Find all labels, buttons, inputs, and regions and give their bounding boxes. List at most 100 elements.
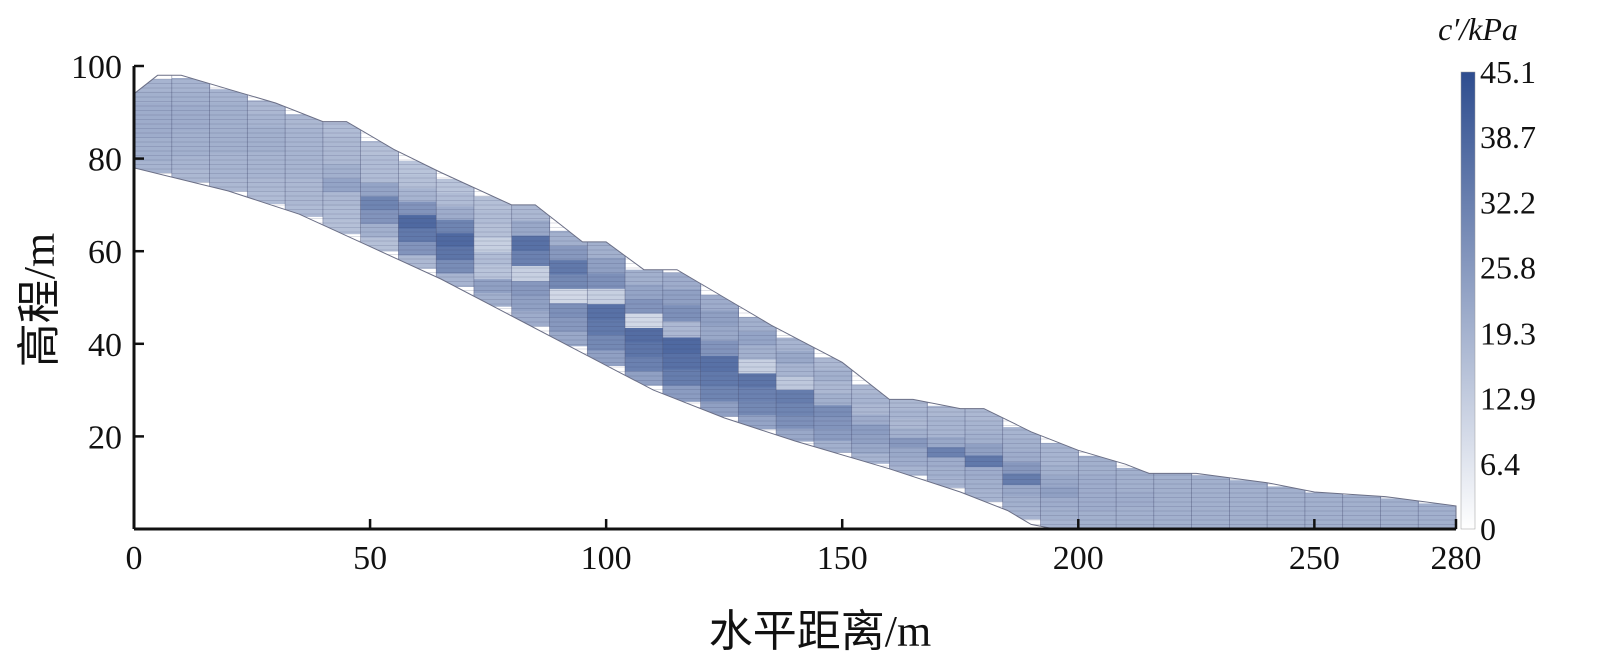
heatmap-cell [1418,513,1456,517]
heatmap-cell [171,104,211,118]
x-tick-label: 0 [126,540,143,577]
heatmap-cell [1191,482,1230,490]
heatmap-cell [285,190,324,205]
heatmap-cell [889,437,928,448]
heatmap-cell [700,370,739,387]
y-tick-label: 100 [71,49,122,86]
heatmap-cell [1002,438,1042,451]
heatmap-cell [322,121,362,137]
heatmap-cell [587,319,626,336]
heatmap-cell [247,126,286,140]
heatmap-cell [1304,510,1344,516]
heatmap-cell [171,155,211,170]
heatmap-cell [247,138,286,153]
heatmap-cell [209,152,248,167]
heatmap-cell [965,408,1004,421]
heatmap-cell [511,250,551,266]
heatmap-cell [134,160,173,174]
heatmap-cell [1342,516,1382,522]
heatmap-cell [1153,473,1193,481]
colorbar-ticks: 0 6.4 12.9 19.3 25.8 32.2 38.7 45.1 [1480,54,1536,547]
heatmap-cell [587,334,626,351]
heatmap-cell [1342,507,1382,513]
heatmap-cell [1002,495,1042,508]
heatmap-cell [171,129,211,144]
heatmap-cell [247,151,286,166]
heatmap-cell [776,376,815,390]
heatmap-cell [549,273,588,289]
heatmap-cell [776,415,815,429]
heatmap-cell [1116,467,1155,477]
heatmap-cell [436,179,475,193]
heatmap-cell [1267,502,1306,509]
heatmap-cell [700,400,739,417]
heatmap-cell [738,316,777,332]
heatmap-cell [1267,491,1306,498]
heatmap-cell [1380,506,1419,511]
heatmap-cell [1191,502,1230,510]
heatmap-cell [927,416,966,427]
heatmap-cell [209,165,248,179]
heatmap-cell [1304,515,1344,521]
heatmap-cell [1116,498,1155,507]
heatmap-cell [360,141,399,156]
heatmap-cell [813,369,853,382]
heatmap-cell [1153,501,1193,509]
colorbar-tick-label: 38.7 [1480,119,1536,155]
heatmap-cell [1116,521,1155,530]
heatmap-cell [398,187,437,202]
heatmap-cell [1116,506,1155,515]
colorbar-tick-label: 0 [1480,511,1496,547]
heatmap-cell [436,192,475,207]
heatmap-cell [1002,473,1042,486]
heatmap-cell [1418,516,1456,520]
heatmap-cell [209,178,248,192]
heatmap-cell [625,298,664,314]
heatmap-cell [398,201,437,216]
heatmap-cell [1418,525,1456,530]
colorbar-tick-label: 19.3 [1480,315,1536,351]
heatmap-cell [965,454,1004,468]
heatmap-cell [1153,508,1193,516]
heatmap-cell [549,316,588,332]
x-tick-label: 250 [1289,540,1340,577]
heatmap-cell [549,259,588,275]
heatmap-cell [738,344,777,360]
heatmap-cell [134,137,173,150]
heatmap-cell [851,443,891,454]
heatmap-cell [360,182,399,197]
heatmap-cell [662,352,702,370]
heatmap-cell [1116,475,1155,484]
heatmap-cell [889,446,928,457]
heatmap-cell [1342,524,1382,530]
heatmap-cell [1229,504,1268,512]
y-axis-title: 高程/m [15,233,64,367]
heatmap-cell [360,195,399,211]
heatmap-cell [398,174,437,189]
heatmap-cell [322,191,362,207]
heatmap-cell [436,259,475,274]
heatmap-cell [473,223,513,238]
heatmap-cell [965,431,1004,444]
heatmap-cell [927,456,966,468]
heatmap-cell [965,443,1004,456]
y-axis-ticks: 20 40 60 80 100 [71,49,144,456]
heatmap-cell [813,428,853,441]
heatmap-cell [549,302,588,318]
y-tick-label: 20 [88,419,122,456]
heatmap-cell [1304,524,1344,530]
heatmap-cell [1191,508,1230,517]
heatmap-cell [813,392,853,406]
heatmap-cell [927,405,966,417]
heatmap-cell [1002,507,1042,520]
heatmap-cell [1040,496,1079,509]
heatmap-cell [587,272,626,289]
heatmap-cell [171,168,211,183]
heatmap-cell [360,168,399,183]
heatmap-cell [625,327,664,343]
heatmap-cell [1002,450,1042,463]
heatmap-cell [1342,495,1382,500]
heatmap-cell [927,436,966,448]
heatmap-cell [171,142,211,157]
heatmap-cell [700,340,739,356]
